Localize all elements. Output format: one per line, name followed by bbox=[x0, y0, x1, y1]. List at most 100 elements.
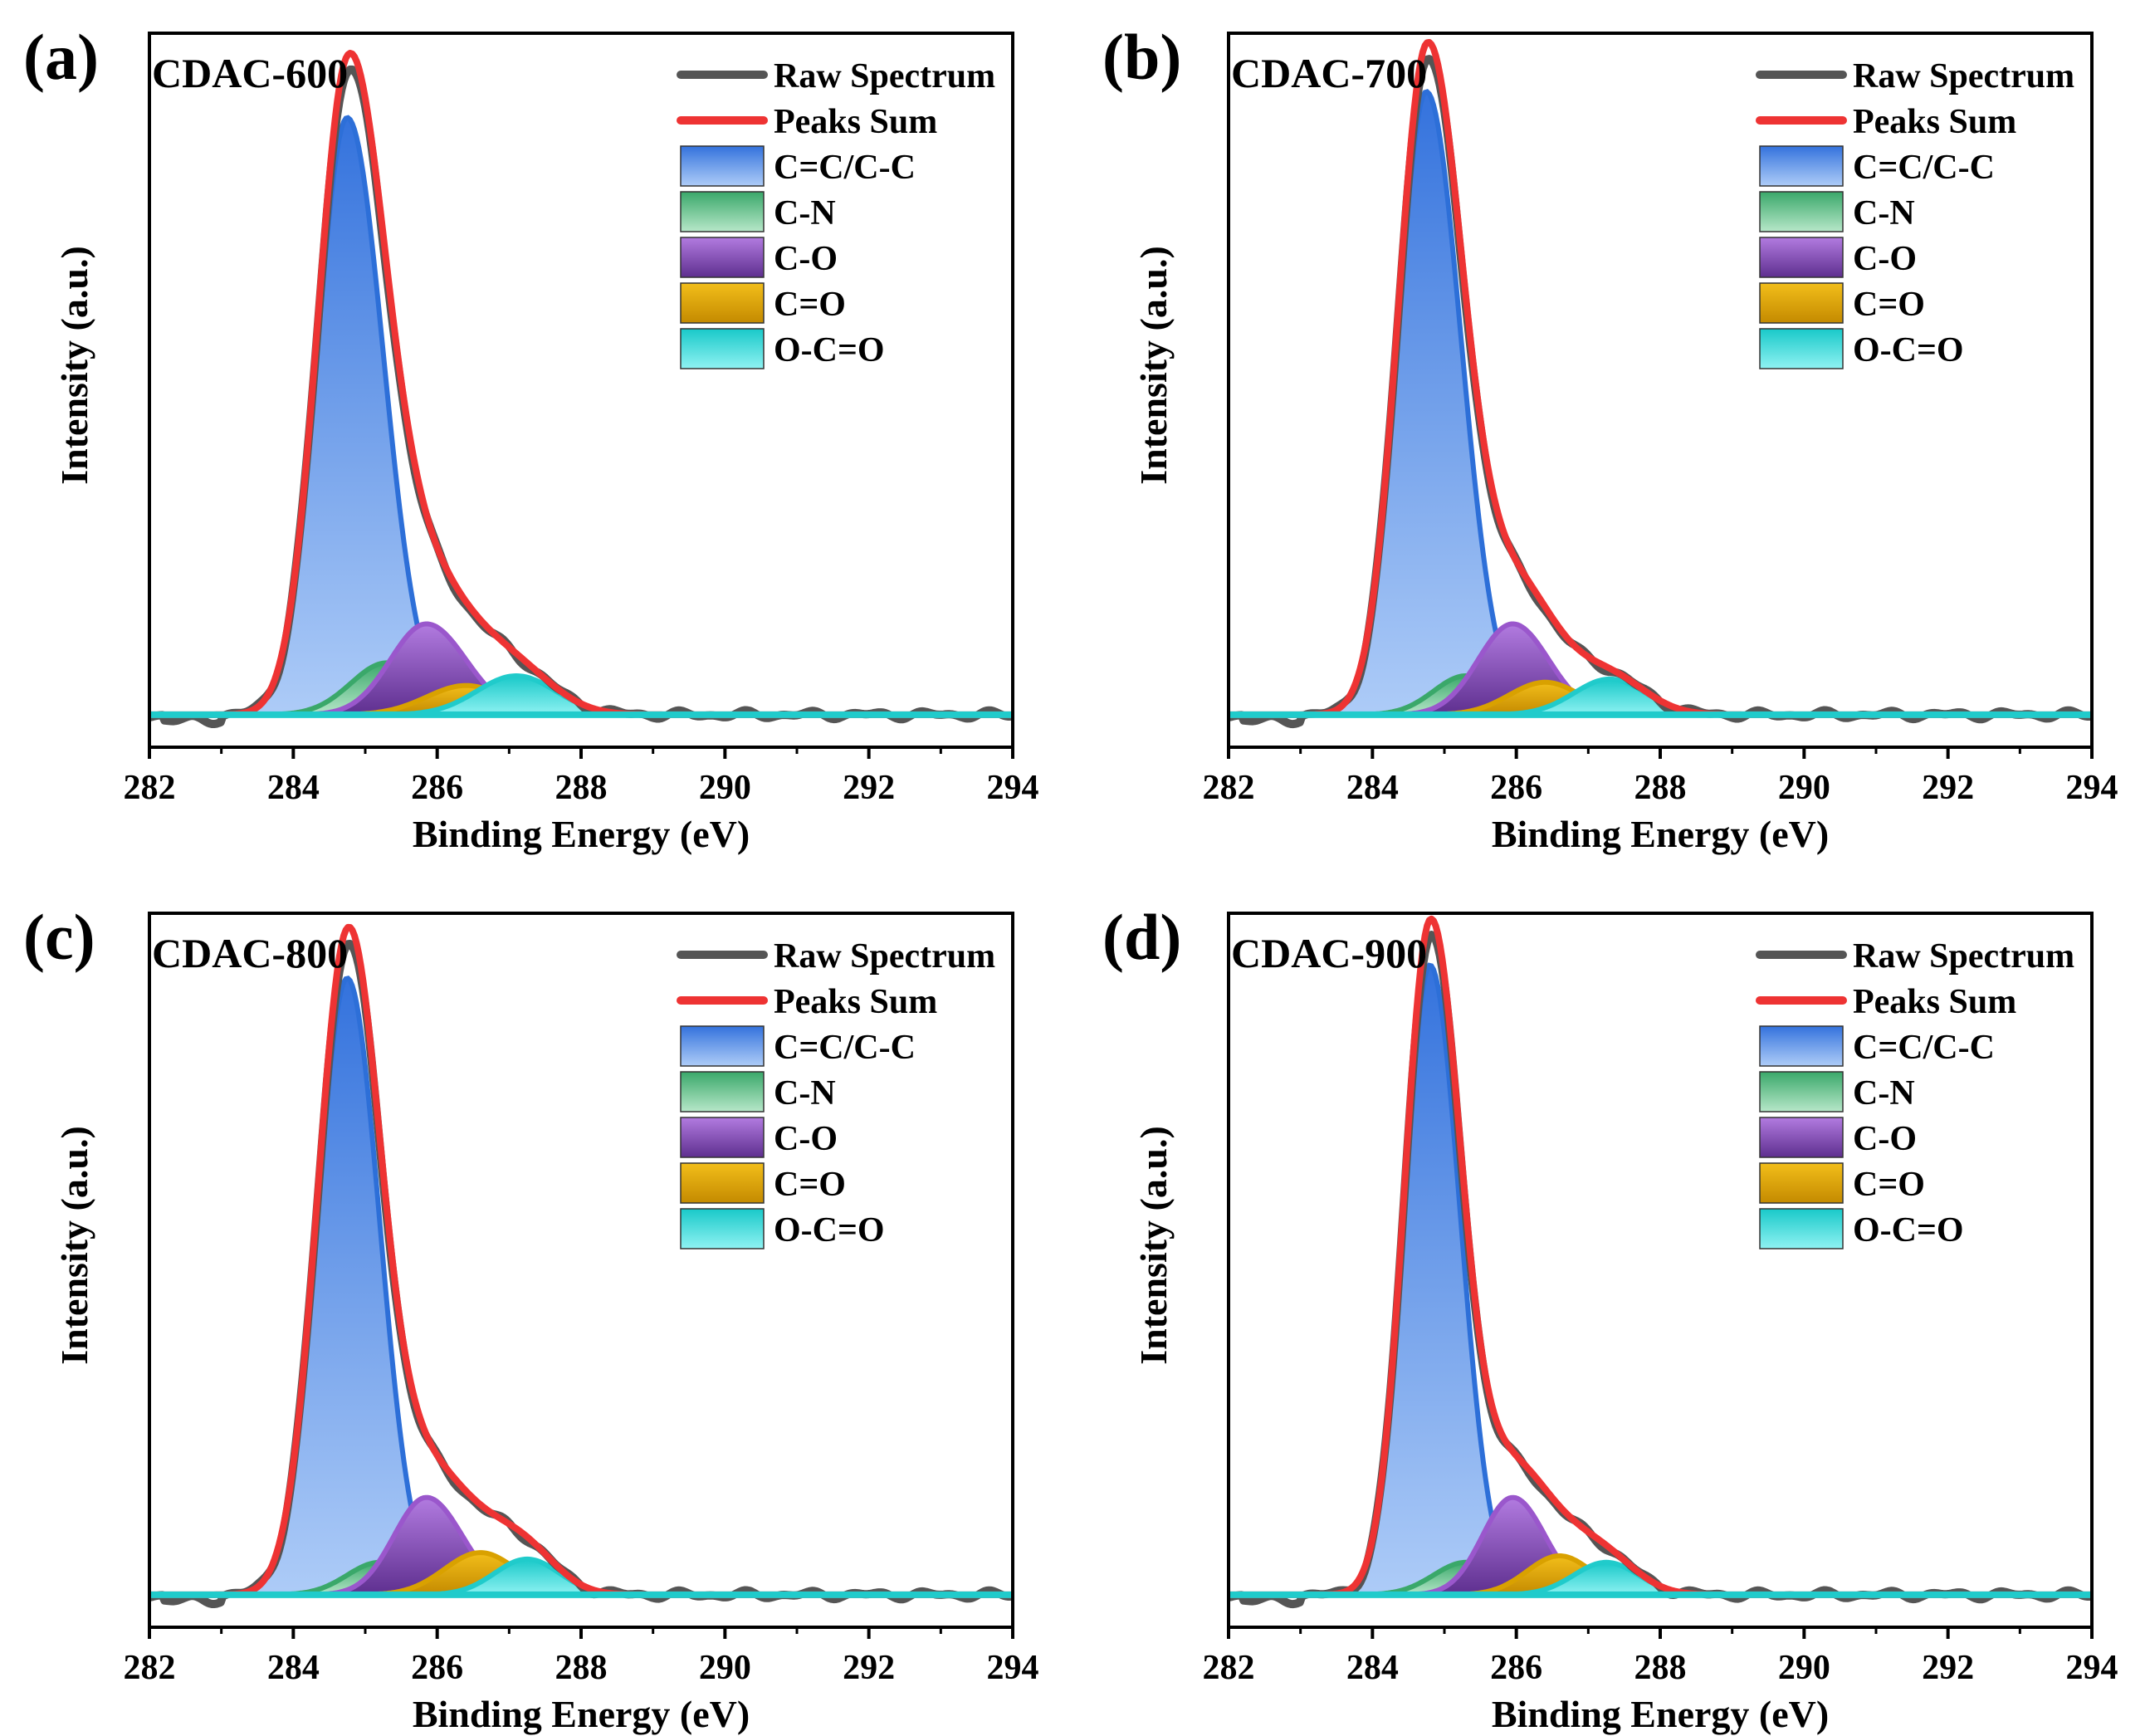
legend: Raw Spectrum Peaks Sum C=C/C-C C-N C-O C=O O-C… bbox=[677, 937, 995, 1249]
panel-d: 282 284 286 288 290 292 294 Binding Energy (eV)… bbox=[1102, 901, 2118, 1735]
y-axis-label: Intensity (a.u.) bbox=[53, 1126, 95, 1365]
sample-title: CDAC-900 bbox=[1231, 930, 1427, 976]
legend: Raw Spectrum Peaks Sum C=C/C-C C-N C-O C=O O-C… bbox=[1756, 937, 2074, 1249]
x-tick-label: 282 bbox=[1203, 769, 1255, 807]
legend-label: C-O bbox=[1853, 1120, 1917, 1158]
panel-label: (c) bbox=[23, 901, 95, 973]
legend-swatch-box bbox=[1759, 237, 1844, 278]
legend-swatch-box bbox=[680, 1025, 765, 1067]
legend-label: C=C/C-C bbox=[1853, 149, 1995, 187]
peak-line-C=C/C-C bbox=[149, 976, 1013, 1597]
y-axis-label: Intensity (a.u.) bbox=[1132, 1126, 1175, 1365]
plot-area bbox=[1229, 915, 2092, 1609]
legend-swatch-box bbox=[680, 1208, 765, 1249]
x-tick-label: 294 bbox=[2066, 1649, 2118, 1687]
legend-swatch-box bbox=[680, 191, 765, 232]
x-tick-label: 286 bbox=[1490, 1649, 1542, 1687]
legend-swatch-box bbox=[1759, 328, 1844, 369]
legend-label: C=O bbox=[1853, 1166, 1925, 1204]
legend-label: Peaks Sum bbox=[1853, 983, 2016, 1021]
x-tick-label: 286 bbox=[411, 1649, 463, 1687]
peaks-sum-line bbox=[1229, 39, 2092, 718]
x-tick-label: 290 bbox=[699, 769, 751, 807]
legend-label: O-C=O bbox=[1853, 331, 1964, 369]
legend-swatch-box bbox=[1759, 1117, 1844, 1158]
legend-swatch-box bbox=[1759, 191, 1844, 232]
x-axis-label: Binding Energy (eV) bbox=[413, 1693, 750, 1735]
legend-swatch-box bbox=[1759, 1025, 1844, 1067]
legend-label: Raw Spectrum bbox=[774, 937, 995, 976]
x-tick-label: 294 bbox=[987, 769, 1039, 807]
legend-label: C=C/C-C bbox=[774, 149, 916, 187]
panel-b: 282 284 286 288 290 292 294 Binding Energy (eV)… bbox=[1102, 21, 2118, 855]
x-tick-label: 286 bbox=[411, 769, 463, 807]
sample-title: CDAC-800 bbox=[152, 930, 348, 976]
legend-swatch-box bbox=[680, 145, 765, 187]
x-tick-label: 290 bbox=[1778, 769, 1830, 807]
x-tick-label: 292 bbox=[843, 1649, 895, 1687]
panel-label: (b) bbox=[1102, 21, 1181, 93]
legend-label: C=C/C-C bbox=[774, 1029, 916, 1067]
peak-fill-C=C/C-C bbox=[149, 117, 1013, 715]
legend-label: C-O bbox=[774, 240, 838, 278]
x-tick-label: 290 bbox=[1778, 1649, 1830, 1687]
x-tick-label: 292 bbox=[1922, 1649, 1974, 1687]
peak-fill-C=C/C-C bbox=[1229, 965, 2092, 1595]
y-axis-label: Intensity (a.u.) bbox=[53, 246, 95, 485]
peak-fill-C=C/C-C bbox=[149, 978, 1013, 1595]
x-tick-label: 288 bbox=[555, 769, 608, 807]
panel-a: 282 284 286 288 290 292 294 Binding Energy (eV)… bbox=[23, 21, 1039, 855]
legend-label: C-O bbox=[774, 1120, 838, 1158]
y-axis-label: Intensity (a.u.) bbox=[1132, 246, 1175, 485]
legend-label: O-C=O bbox=[774, 331, 885, 369]
legend-label: C-N bbox=[1853, 194, 1915, 232]
legend-swatch-box bbox=[680, 1071, 765, 1113]
legend-label: Raw Spectrum bbox=[774, 57, 995, 95]
panel-label: (a) bbox=[23, 21, 99, 93]
plot-area bbox=[149, 923, 1013, 1608]
x-tick-label: 286 bbox=[1490, 769, 1542, 807]
x-tick-label: 288 bbox=[1634, 769, 1687, 807]
legend-swatch-box bbox=[680, 328, 765, 369]
x-tick-label: 288 bbox=[1634, 1649, 1687, 1687]
peak-fill-C=C/C-C bbox=[1229, 91, 2092, 715]
legend-label: O-C=O bbox=[774, 1211, 885, 1249]
peak-line-C=C/C-C bbox=[149, 115, 1013, 717]
x-tick-label: 294 bbox=[987, 1649, 1039, 1687]
x-tick-label: 288 bbox=[555, 1649, 608, 1687]
x-tick-label: 282 bbox=[1203, 1649, 1255, 1687]
legend-label: Raw Spectrum bbox=[1853, 57, 2074, 95]
x-tick-label: 284 bbox=[267, 1649, 320, 1687]
legend-label: Peaks Sum bbox=[774, 983, 937, 1021]
x-tick-label: 290 bbox=[699, 1649, 751, 1687]
legend-swatch-box bbox=[1759, 1162, 1844, 1204]
legend-label: C=O bbox=[774, 286, 846, 324]
legend-label: C-N bbox=[1853, 1074, 1915, 1113]
x-tick-label: 282 bbox=[124, 769, 176, 807]
x-tick-label: 292 bbox=[1922, 769, 1974, 807]
legend-swatch-box bbox=[680, 1162, 765, 1204]
x-tick-label: 292 bbox=[843, 769, 895, 807]
x-tick-label: 284 bbox=[267, 769, 320, 807]
plot-area bbox=[149, 50, 1013, 728]
panel-c: 282 284 286 288 290 292 294 Binding Energy (eV)… bbox=[23, 901, 1039, 1735]
legend-swatch-box bbox=[680, 237, 765, 278]
legend-label: Raw Spectrum bbox=[1853, 937, 2074, 976]
legend-swatch-box bbox=[1759, 145, 1844, 187]
sample-title: CDAC-700 bbox=[1231, 50, 1427, 96]
x-axis-label: Binding Energy (eV) bbox=[1492, 1693, 1829, 1735]
legend: Raw Spectrum Peaks Sum C=C/C-C C-N C-O C=O O-C… bbox=[677, 57, 995, 369]
x-tick-label: 294 bbox=[2066, 769, 2118, 807]
x-axis-label: Binding Energy (eV) bbox=[1492, 813, 1829, 855]
legend-swatch-box bbox=[1759, 1208, 1844, 1249]
legend-label: C=C/C-C bbox=[1853, 1029, 1995, 1067]
legend-label: C-N bbox=[774, 194, 836, 232]
x-tick-label: 284 bbox=[1346, 769, 1399, 807]
plot-area bbox=[1229, 39, 2092, 729]
legend-label: O-C=O bbox=[1853, 1211, 1964, 1249]
legend-swatch-box bbox=[1759, 1071, 1844, 1113]
peaks-sum-line bbox=[149, 923, 1013, 1598]
legend-swatch-box bbox=[680, 1117, 765, 1158]
x-tick-label: 282 bbox=[124, 1649, 176, 1687]
